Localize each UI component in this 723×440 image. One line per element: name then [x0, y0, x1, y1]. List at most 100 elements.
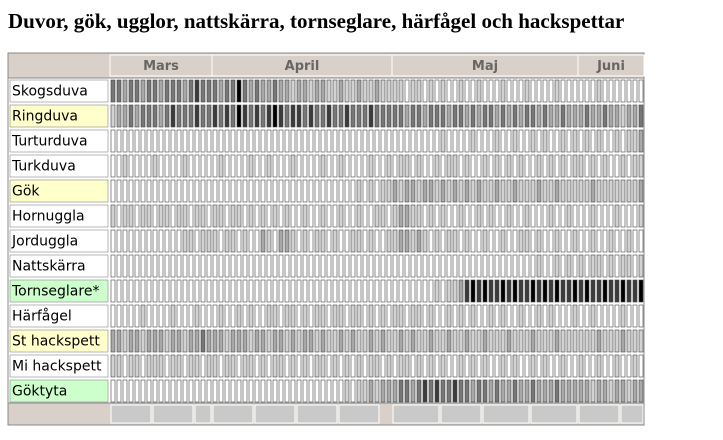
day-cell [446, 229, 452, 253]
day-cell [596, 204, 602, 228]
day-cell [278, 154, 284, 178]
day-cell [596, 154, 602, 178]
day-cell [506, 254, 512, 278]
day-cell [416, 354, 422, 378]
day-cell [458, 254, 464, 278]
day-cell [152, 279, 158, 303]
day-cell [506, 229, 512, 253]
day-cell [152, 329, 158, 353]
day-cell [386, 279, 392, 303]
day-cell [542, 229, 548, 253]
day-cell [446, 129, 452, 153]
day-cell [290, 354, 296, 378]
day-cell [242, 304, 248, 328]
day-cell [266, 279, 272, 303]
day-cell [482, 254, 488, 278]
day-cell [380, 229, 386, 253]
day-cell [542, 329, 548, 353]
day-cell [278, 179, 284, 203]
day-cell [164, 329, 170, 353]
day-cell [350, 79, 356, 103]
day-cell [626, 329, 632, 353]
day-cell [116, 154, 122, 178]
day-cell [176, 329, 182, 353]
day-cell [440, 254, 446, 278]
day-cell [422, 104, 428, 128]
day-cell [134, 179, 140, 203]
day-cell [398, 129, 404, 153]
day-cell [302, 104, 308, 128]
day-cell [290, 329, 296, 353]
day-cell [116, 179, 122, 203]
day-cell [422, 229, 428, 253]
day-cell [212, 354, 218, 378]
day-cell [494, 154, 500, 178]
day-cell [608, 229, 614, 253]
row-label-cell [9, 154, 109, 178]
day-cell [284, 279, 290, 303]
day-cell [506, 79, 512, 103]
day-cell [578, 104, 584, 128]
day-cell [578, 279, 584, 303]
day-cell [374, 279, 380, 303]
day-cell [524, 254, 530, 278]
day-cell [368, 354, 374, 378]
day-cell [584, 179, 590, 203]
day-cell [308, 329, 314, 353]
day-cell [452, 154, 458, 178]
day-cell [212, 379, 218, 403]
day-cell [392, 154, 398, 178]
day-cell [140, 254, 146, 278]
day-cell [272, 104, 278, 128]
day-cell [578, 304, 584, 328]
day-cell [362, 179, 368, 203]
day-cell [368, 229, 374, 253]
day-cell [230, 229, 236, 253]
day-cell [362, 229, 368, 253]
day-cell [284, 104, 290, 128]
day-cell [314, 154, 320, 178]
day-cell [242, 154, 248, 178]
day-cell [356, 204, 362, 228]
day-cell [128, 79, 134, 103]
day-cell [254, 204, 260, 228]
row-label: Gök [12, 184, 40, 200]
day-cell [296, 279, 302, 303]
day-cell [566, 229, 572, 253]
day-cell [260, 204, 266, 228]
day-cell [236, 279, 242, 303]
day-cell [470, 379, 476, 403]
day-cell [506, 279, 512, 303]
day-cell [230, 204, 236, 228]
day-cell [380, 279, 386, 303]
day-cell [308, 254, 314, 278]
day-cell [356, 229, 362, 253]
day-cell [512, 129, 518, 153]
row-label: Turturduva [11, 134, 88, 150]
day-cell [338, 254, 344, 278]
day-cell [152, 154, 158, 178]
day-cell [176, 154, 182, 178]
day-cell [146, 279, 152, 303]
day-cell [110, 229, 116, 253]
day-cell [242, 379, 248, 403]
day-cell [176, 104, 182, 128]
day-cell [608, 179, 614, 203]
day-cell [602, 154, 608, 178]
day-cell [638, 79, 644, 103]
day-cell [314, 304, 320, 328]
day-cell [536, 204, 542, 228]
day-cell [350, 304, 356, 328]
day-cell [248, 379, 254, 403]
day-cell [380, 104, 386, 128]
day-cell [218, 129, 224, 153]
day-cell [284, 179, 290, 203]
day-cell [170, 379, 176, 403]
day-cell [284, 229, 290, 253]
day-cell [392, 279, 398, 303]
day-cell [326, 104, 332, 128]
day-cell [290, 379, 296, 403]
day-cell [500, 154, 506, 178]
day-cell [248, 354, 254, 378]
day-cell [626, 254, 632, 278]
